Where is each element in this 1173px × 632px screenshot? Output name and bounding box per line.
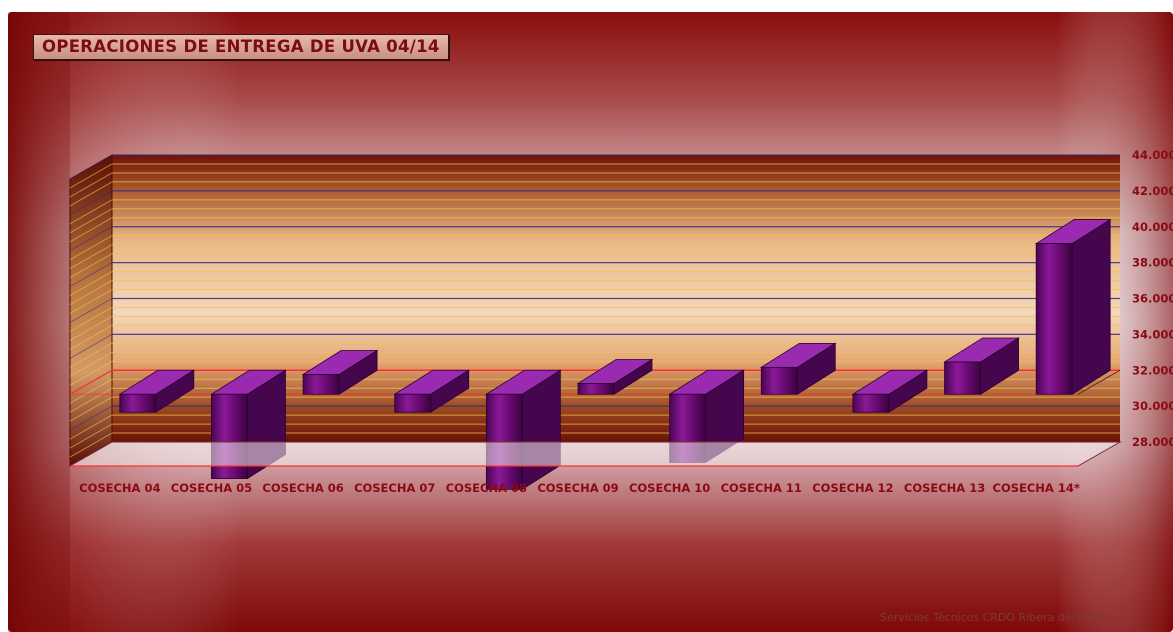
- y-tick-label: 32.000: [1132, 363, 1173, 377]
- y-tick-label: 42.000: [1132, 184, 1173, 198]
- bar: [118, 369, 196, 413]
- gridline: [69, 226, 113, 252]
- gridline: [69, 333, 113, 359]
- gridline: [69, 396, 113, 422]
- gridline: [69, 244, 113, 270]
- gridline: [69, 307, 113, 332]
- x-axis-labels: COSECHA 04 COSECHA 05 COSECHA 06 COSECHA 07…: [79, 481, 1080, 495]
- y-tick-label: 40.000: [1132, 220, 1173, 234]
- gridline: [69, 360, 113, 386]
- gridline: [69, 190, 113, 216]
- gridline: [69, 324, 113, 350]
- x-tick-label: COSECHA 06: [262, 481, 343, 495]
- x-tick-label: COSECHA 07: [354, 481, 435, 495]
- x-tick-label: COSECHA 05: [171, 481, 252, 495]
- y-tick-label: 34.000: [1132, 327, 1173, 341]
- footer-credit: Servicios Técnicos CRDO Ribera del Duero: [880, 611, 1112, 624]
- chart-title: OPERACIONES DE ENTREGA DE UVA 04/14: [33, 34, 449, 60]
- x-tick-label: COSECHA 10: [629, 481, 710, 495]
- bar-front: [760, 366, 798, 395]
- gridline: [69, 405, 113, 431]
- chart-floor: [68, 441, 1122, 467]
- gridline: [69, 432, 113, 458]
- bar: [484, 369, 562, 491]
- gridline: [69, 253, 113, 279]
- x-tick-label: COSECHA 09: [537, 481, 618, 495]
- y-tick-label: 44.000: [1132, 148, 1173, 162]
- gridline: [69, 387, 113, 413]
- gridline: [69, 181, 113, 207]
- x-tick-label: COSECHA 08: [446, 481, 527, 495]
- gridline: [69, 154, 113, 180]
- floor-plane: [68, 441, 1122, 467]
- y-tick-label: 38.000: [1132, 256, 1173, 270]
- y-axis-labels: 28.000 30.000 32.000 34.000 36.000 38.000 40.0…: [1132, 148, 1173, 449]
- gridline: [69, 316, 113, 341]
- gridline: [69, 414, 113, 440]
- bar: [851, 369, 929, 413]
- gridline: [69, 262, 113, 288]
- bar-front: [944, 361, 981, 395]
- gridline: [69, 378, 113, 404]
- y-tick-label: 28.000: [1132, 435, 1173, 449]
- bar-side: [1071, 218, 1111, 395]
- gridline: [69, 298, 113, 323]
- bar: [1034, 218, 1112, 395]
- bar: [301, 349, 379, 395]
- bar: [576, 358, 654, 395]
- gridline: [69, 423, 113, 449]
- gridline: [69, 271, 113, 297]
- gridline: [69, 208, 113, 234]
- gridline: [69, 172, 113, 198]
- x-tick-label: COSECHA 13: [904, 481, 985, 495]
- x-tick-label: COSECHA 04: [79, 481, 160, 495]
- bar-front: [119, 393, 157, 413]
- gridline: [69, 342, 113, 368]
- base-line: [69, 369, 113, 395]
- bar: [759, 342, 837, 395]
- bar-front: [852, 393, 890, 413]
- gridline: [69, 163, 113, 189]
- bar: [393, 369, 471, 413]
- bar-front: [1035, 243, 1073, 395]
- bar-front: [302, 374, 340, 395]
- y-tick-label: 36.000: [1132, 292, 1173, 306]
- x-tick-label: COSECHA 12: [812, 481, 893, 495]
- x-tick-label: COSECHA 11: [721, 481, 802, 495]
- y-tick-label: 30.000: [1132, 399, 1173, 413]
- bar-front: [577, 383, 615, 395]
- gridline: [69, 235, 113, 261]
- gridline: [69, 217, 113, 243]
- x-tick-label: COSECHA 14*: [993, 481, 1080, 495]
- base-line: [1077, 369, 1121, 395]
- gridline: [69, 199, 113, 225]
- gridline: [69, 289, 113, 314]
- bar-front: [394, 393, 432, 413]
- bar: [943, 337, 1020, 395]
- gridline: [69, 351, 113, 377]
- gridline: [69, 280, 113, 305]
